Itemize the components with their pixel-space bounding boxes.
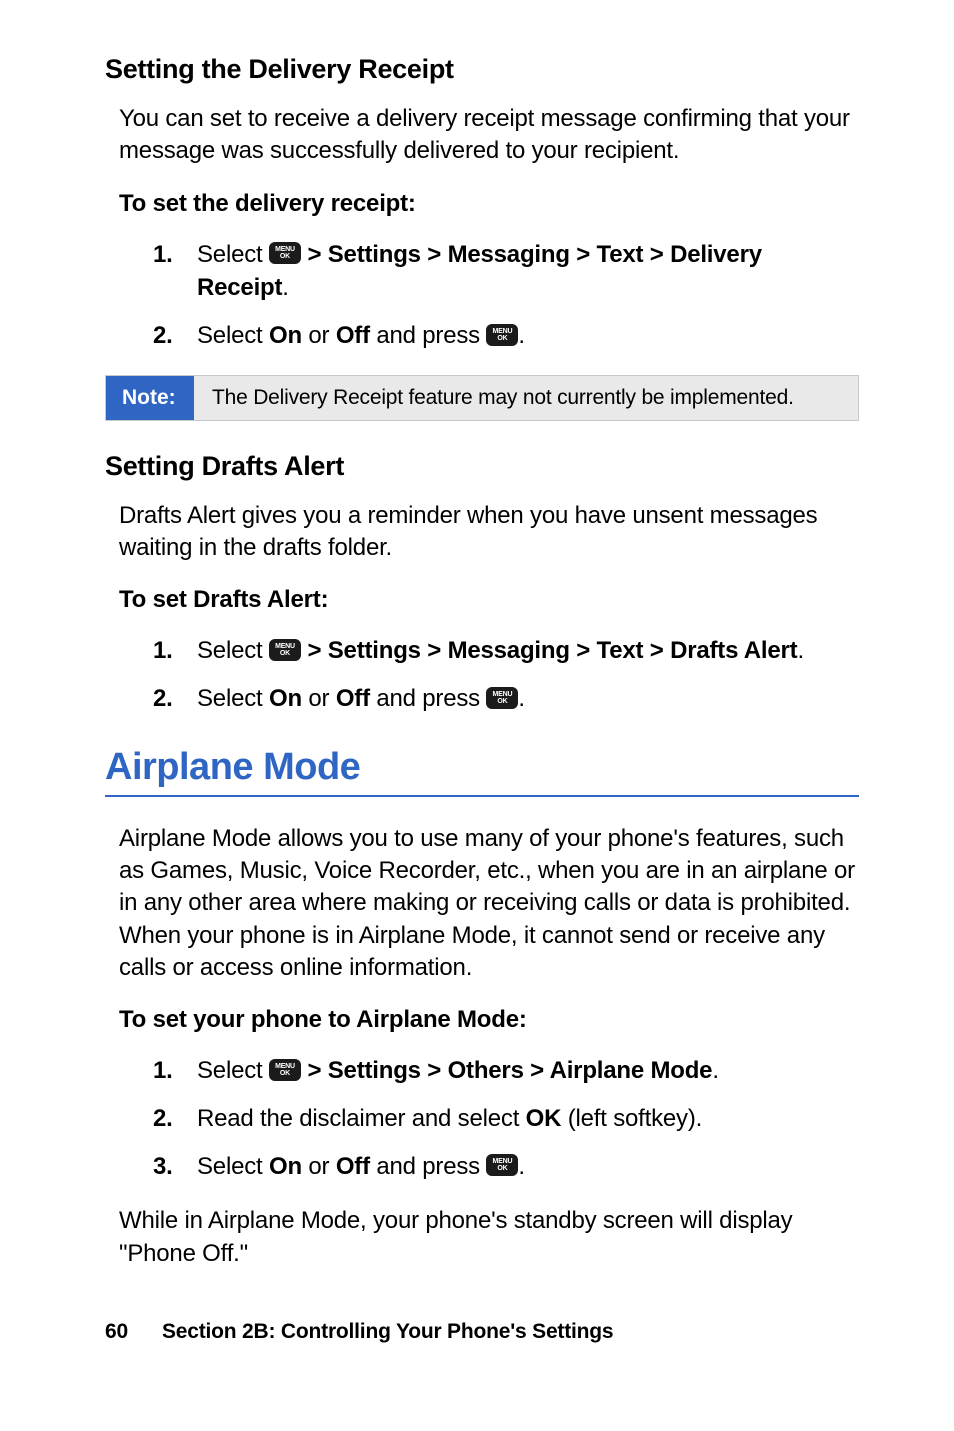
key-line2: OK — [280, 253, 290, 260]
option-on: On — [269, 685, 302, 712]
note-label: Note: — [106, 376, 194, 420]
option-off: Off — [336, 322, 370, 349]
step-body: Select MENUOK > Settings > Others > Airp… — [197, 1054, 859, 1088]
step-text: Select — [197, 241, 269, 268]
key-line1: MENU — [275, 246, 295, 253]
option-on: On — [269, 322, 302, 349]
leadin-drafts-alert: To set Drafts Alert: — [105, 586, 859, 614]
step-text: and press — [370, 322, 487, 349]
section-title: Section 2B: Controlling Your Phone's Set… — [162, 1320, 613, 1343]
step-item: 1. Select MENUOK > Settings > Messaging … — [153, 238, 859, 305]
menu-ok-key-icon: MENUOK — [486, 687, 518, 709]
step-item: 1. Select MENUOK > Settings > Others > A… — [153, 1054, 859, 1088]
step-text: Select — [197, 685, 269, 712]
step-item: 2. Read the disclaimer and select OK (le… — [153, 1102, 859, 1136]
para-airplane-mode: Airplane Mode allows you to use many of … — [105, 823, 859, 985]
step-body: Select On or Off and press MENUOK. — [197, 682, 859, 716]
step-item: 2. Select On or Off and press MENUOK. — [153, 682, 859, 716]
step-text: (left softkey). — [561, 1105, 702, 1132]
key-line1: MENU — [493, 328, 513, 335]
note-content: The Delivery Receipt feature may not cur… — [194, 376, 858, 420]
key-line2: OK — [497, 698, 507, 705]
step-item: 3. Select On or Off and press MENUOK. — [153, 1150, 859, 1184]
key-line1: MENU — [275, 1063, 295, 1070]
leadin-delivery-receipt: To set the delivery receipt: — [105, 190, 859, 218]
para-airplane-closing: While in Airplane Mode, your phone's sta… — [105, 1205, 859, 1270]
step-item: 1. Select MENUOK > Settings > Messaging … — [153, 634, 859, 668]
heading-rule — [105, 795, 859, 797]
para-delivery-receipt: You can set to receive a delivery receip… — [105, 103, 859, 168]
period: . — [797, 637, 803, 664]
step-text: Select — [197, 637, 269, 664]
step-path: > Settings > Messaging > Text > Drafts A… — [301, 637, 798, 664]
key-line2: OK — [497, 335, 507, 342]
heading-drafts-alert: Setting Drafts Alert — [105, 451, 859, 482]
key-line1: MENU — [493, 691, 513, 698]
step-body: Read the disclaimer and select OK (left … — [197, 1102, 859, 1136]
step-text: Select — [197, 1153, 269, 1180]
step-path: > Settings > Others > Airplane Mode — [301, 1057, 712, 1084]
page: Setting the Delivery Receipt You can set… — [0, 0, 954, 1384]
steps-delivery-receipt: 1. Select MENUOK > Settings > Messaging … — [105, 238, 859, 353]
step-number: 2. — [153, 319, 197, 353]
menu-ok-key-icon: MENUOK — [486, 324, 518, 346]
step-text: Select — [197, 1057, 269, 1084]
note-box: Note: The Delivery Receipt feature may n… — [105, 375, 859, 421]
step-number: 1. — [153, 238, 197, 305]
menu-ok-key-icon: MENUOK — [486, 1154, 518, 1176]
key-line2: OK — [280, 1070, 290, 1077]
step-text: and press — [370, 1153, 487, 1180]
key-line1: MENU — [275, 643, 295, 650]
step-number: 1. — [153, 634, 197, 668]
steps-airplane-mode: 1. Select MENUOK > Settings > Others > A… — [105, 1054, 859, 1183]
heading-delivery-receipt: Setting the Delivery Receipt — [105, 54, 859, 85]
step-text: or — [302, 1153, 336, 1180]
menu-ok-key-icon: MENUOK — [269, 1059, 301, 1081]
key-line2: OK — [280, 650, 290, 657]
key-line2: OK — [497, 1165, 507, 1172]
step-body: Select MENUOK > Settings > Messaging > T… — [197, 634, 859, 668]
step-number: 2. — [153, 1102, 197, 1136]
leadin-airplane-mode: To set your phone to Airplane Mode: — [105, 1006, 859, 1034]
option-off: Off — [336, 1153, 370, 1180]
step-text: Read the disclaimer and select — [197, 1105, 526, 1132]
step-body: Select MENUOK > Settings > Messaging > T… — [197, 238, 859, 305]
steps-drafts-alert: 1. Select MENUOK > Settings > Messaging … — [105, 634, 859, 715]
step-item: 2. Select On or Off and press MENUOK. — [153, 319, 859, 353]
period: . — [282, 274, 288, 301]
step-text: Select — [197, 322, 269, 349]
key-line1: MENU — [493, 1158, 513, 1165]
step-text: . — [518, 322, 524, 349]
step-text: . — [518, 685, 524, 712]
page-footer: 60 Section 2B: Controlling Your Phone's S… — [105, 1320, 859, 1344]
menu-ok-key-icon: MENUOK — [269, 242, 301, 264]
step-text: . — [518, 1153, 524, 1180]
option-off: Off — [336, 685, 370, 712]
step-text: or — [302, 685, 336, 712]
period: . — [712, 1057, 718, 1084]
option-on: On — [269, 1153, 302, 1180]
menu-ok-key-icon: MENUOK — [269, 639, 301, 661]
step-number: 1. — [153, 1054, 197, 1088]
para-drafts-alert: Drafts Alert gives you a reminder when y… — [105, 500, 859, 565]
step-number: 2. — [153, 682, 197, 716]
step-number: 3. — [153, 1150, 197, 1184]
page-number: 60 — [105, 1320, 128, 1343]
step-body: Select On or Off and press MENUOK. — [197, 319, 859, 353]
option-ok: OK — [526, 1105, 562, 1132]
heading-airplane-mode: Airplane Mode — [105, 746, 859, 789]
step-text: or — [302, 322, 336, 349]
step-body: Select On or Off and press MENUOK. — [197, 1150, 859, 1184]
step-text: and press — [370, 685, 487, 712]
